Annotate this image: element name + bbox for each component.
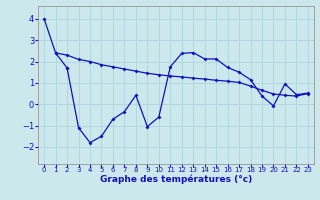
X-axis label: Graphe des températures (°c): Graphe des températures (°c) <box>100 175 252 184</box>
